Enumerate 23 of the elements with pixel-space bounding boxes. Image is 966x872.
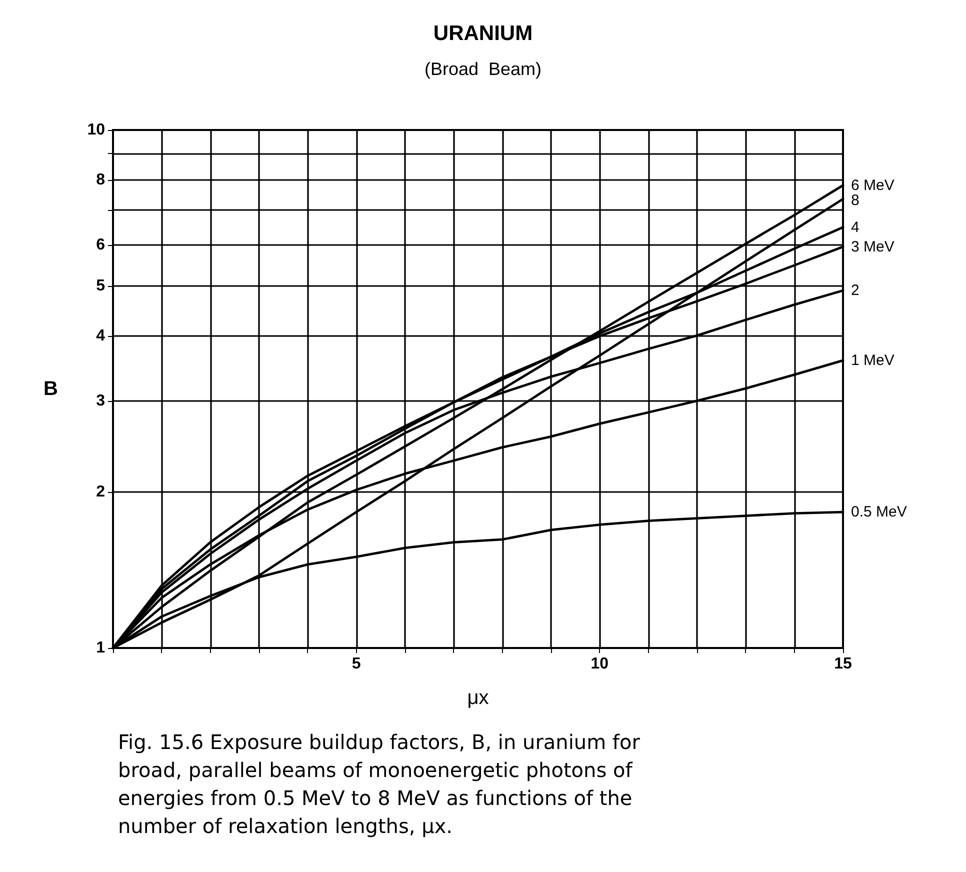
x-tick-label: 10	[590, 656, 609, 672]
y-axis-title: B	[44, 378, 58, 400]
chart-subtitle: (Broad Beam)	[424, 59, 542, 79]
series-label: 0.5 MeV	[851, 504, 907, 521]
x-tick-label: 5	[352, 656, 361, 672]
series-label: 3 MeV	[851, 238, 894, 256]
y-tick-label: 4	[96, 328, 106, 345]
y-tick-label: 3	[96, 392, 106, 410]
caption: Fig. 15.6 Exposure buildup factors, B, in uranium for broad, parallel beams of monoenergetic photons of energies from 0.5 MeV to 8 MeV as functions of the number of relaxation lengths, μx.	[118, 729, 641, 840]
series-label: 1 MeV	[851, 352, 894, 369]
series-label: 4	[851, 218, 860, 236]
y-tick-label: 2	[96, 484, 106, 501]
series-label: 6 MeV	[851, 176, 894, 194]
x-axis-title: μx	[467, 687, 489, 709]
y-tick-label: 8	[96, 172, 106, 189]
x-tick-label: 15	[834, 656, 852, 672]
y-tick-label: 6	[96, 236, 106, 254]
y-tick-label: 10	[87, 122, 106, 138]
y-tick-label: 5	[96, 277, 106, 294]
series-label: 8	[851, 192, 860, 209]
y-tick-label: 1	[96, 640, 106, 656]
series-label: 2	[851, 282, 860, 299]
chart-title: URANIUM	[433, 22, 533, 45]
